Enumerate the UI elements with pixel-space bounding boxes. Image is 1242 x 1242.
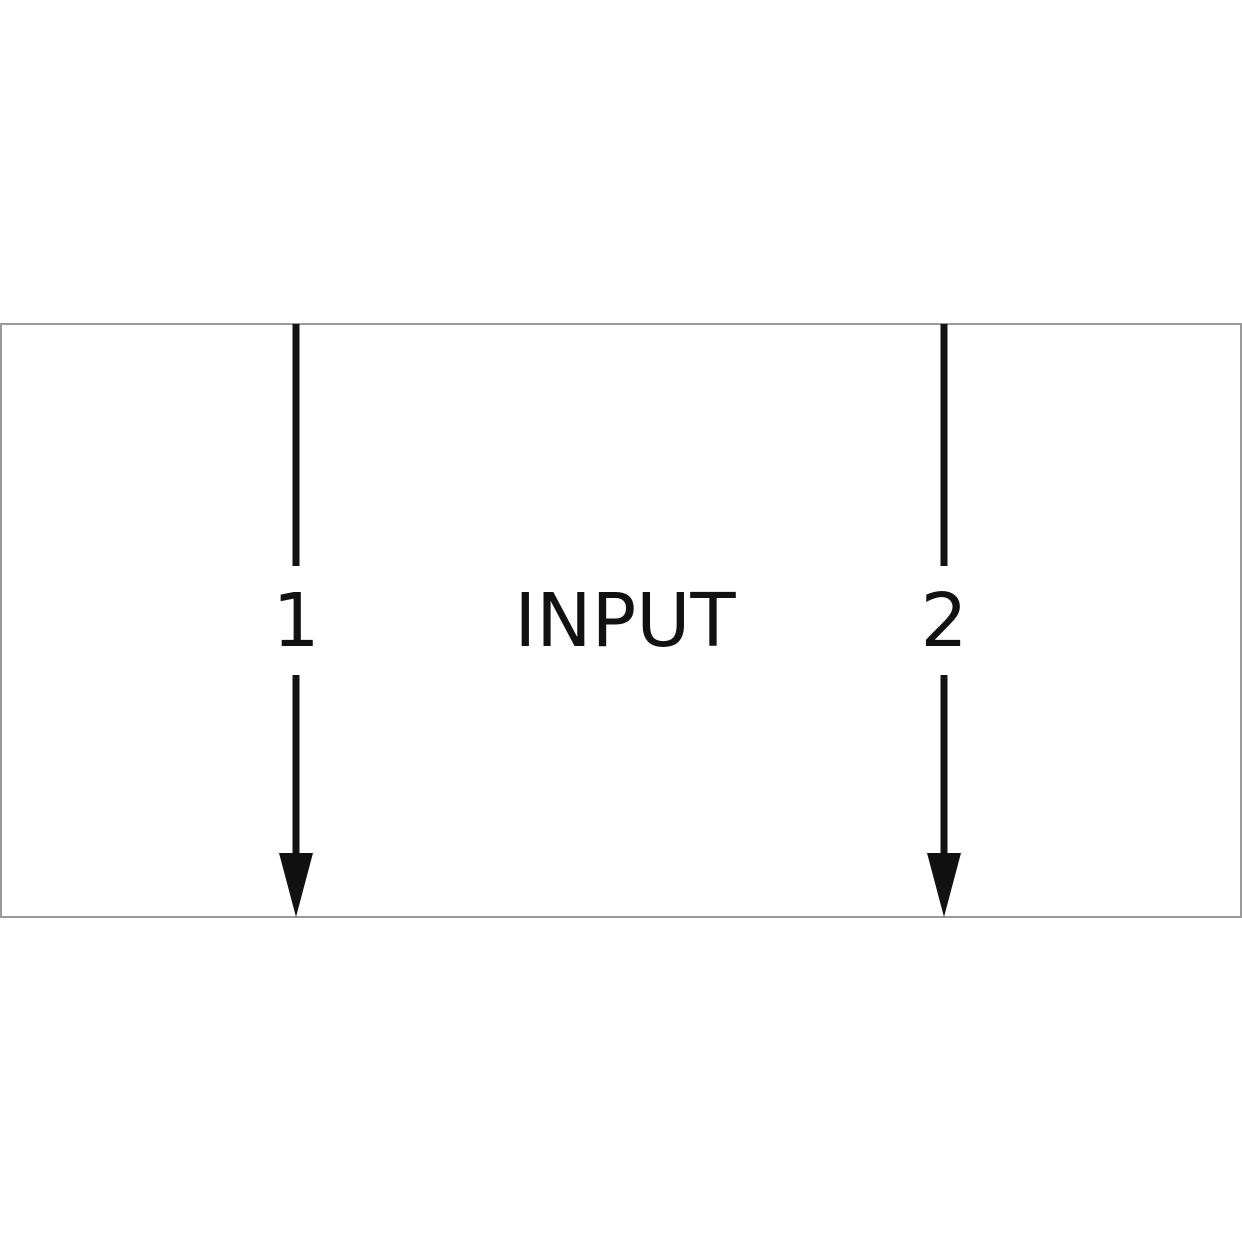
input-box: [0, 323, 1242, 918]
terminal-2-arrowhead: [927, 853, 961, 917]
terminal-1-label: 1: [272, 578, 319, 664]
terminal-2-arrow: [927, 324, 961, 917]
terminal-2-label: 2: [920, 578, 967, 664]
diagram-title: INPUT: [514, 578, 736, 664]
terminal-1-arrowhead: [279, 853, 313, 917]
terminal-1-arrow: [279, 324, 313, 917]
